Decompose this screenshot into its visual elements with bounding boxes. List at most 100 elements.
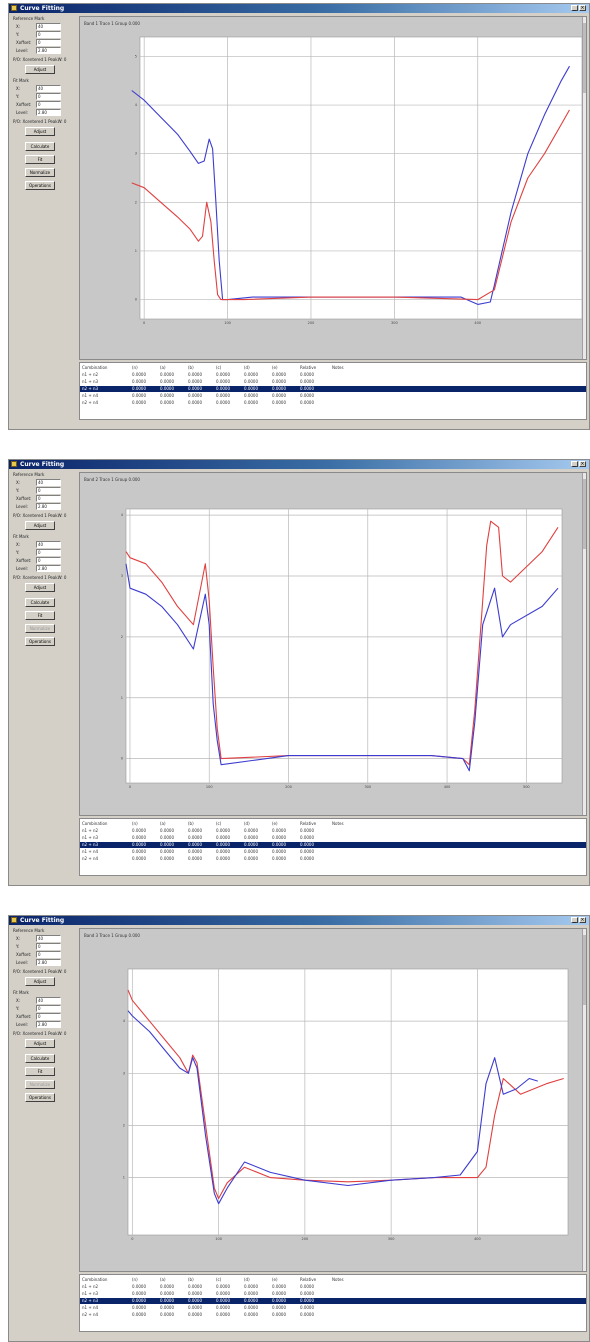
field-input[interactable]: 40 [36, 85, 61, 92]
adjust-button[interactable]: Adjust [25, 977, 55, 986]
calculate-button[interactable]: Calculate [25, 142, 55, 151]
table-row[interactable]: n2 + n4 0.0000 0.0000 0.0000 0.0000 0.0000 0.0… [80, 1312, 586, 1318]
title-bar: Curve Fitting _ × [9, 916, 589, 925]
field-input[interactable]: 0 [36, 487, 61, 494]
operations-button[interactable]: Operations [25, 181, 55, 190]
table-cell: 0.0000 [216, 849, 230, 854]
field-input[interactable]: 0 [36, 495, 61, 502]
adjust-button[interactable]: Adjust [25, 65, 55, 74]
field-input[interactable]: 0 [36, 943, 61, 950]
close-icon[interactable]: × [579, 461, 586, 467]
adjust-button[interactable]: Adjust [25, 583, 55, 592]
table-row[interactable]: n1 + n4 0.0000 0.0000 0.0000 0.0000 0.0000 0.0… [80, 1305, 586, 1311]
scroll-thumb[interactable] [583, 479, 586, 549]
field-input[interactable]: 40 [36, 479, 61, 486]
table-cell: (n) [132, 365, 138, 370]
field-input[interactable]: 0 [36, 39, 61, 46]
field-input[interactable]: 0 [36, 951, 61, 958]
normalize-button[interactable]: Normalize [25, 168, 55, 177]
table-cell: 0.0000 [244, 835, 258, 840]
table-cell: n1 + n3 [82, 379, 99, 384]
adjust-button[interactable]: Adjust [25, 521, 55, 530]
calculate-button[interactable]: Calculate [25, 598, 55, 607]
field-label: Level: [16, 504, 28, 509]
table-cell: 0.0000 [216, 1312, 230, 1317]
window-controls: _ × [571, 461, 586, 467]
field-input[interactable]: 40 [36, 23, 61, 30]
table-row[interactable]: n1 + n3 0.0000 0.0000 0.0000 0.0000 0.0000 0.0… [80, 379, 586, 385]
table-row[interactable]: n2 + n3 0.0000 0.0000 0.0000 0.0000 0.0000 0.0… [80, 842, 586, 848]
adjust-button[interactable]: Adjust [25, 127, 55, 136]
field-input[interactable]: 2.80 [36, 47, 61, 54]
minimize-icon[interactable]: _ [571, 461, 578, 467]
field-label: Y: [16, 944, 20, 949]
minimize-icon[interactable]: _ [571, 917, 578, 923]
table-cell: 0.0000 [188, 835, 202, 840]
vertical-scrollbar[interactable] [582, 929, 586, 1271]
vertical-scrollbar[interactable] [582, 473, 586, 815]
field-input[interactable]: 0 [36, 1013, 61, 1020]
field-input[interactable]: 0 [36, 93, 61, 100]
operations-button[interactable]: Operations [25, 1093, 55, 1102]
table-cell [330, 393, 370, 399]
table-cell: 0.0000 [272, 1312, 286, 1317]
table-row[interactable]: n2 + n4 0.0000 0.0000 0.0000 0.0000 0.0000 0.0… [80, 400, 586, 406]
y-tick-label: 4 [123, 1019, 126, 1023]
table-row[interactable]: n2 + n3 0.0000 0.0000 0.0000 0.0000 0.0000 0.0… [80, 386, 586, 392]
field-input[interactable]: 2.80 [36, 109, 61, 116]
minimize-icon[interactable]: _ [571, 5, 578, 11]
table-cell: 0.0000 [300, 849, 314, 854]
operations-button[interactable]: Operations [25, 637, 55, 646]
calculate-button[interactable]: Calculate [25, 1054, 55, 1063]
field-input[interactable]: 40 [36, 541, 61, 548]
table-cell: 0.0000 [160, 1305, 174, 1310]
table-cell: (b) [188, 365, 194, 370]
table-row[interactable]: n1 + n3 0.0000 0.0000 0.0000 0.0000 0.0000 0.0… [80, 1291, 586, 1297]
group-label: Fit Mark [13, 78, 29, 83]
table-row[interactable]: n2 + n4 0.0000 0.0000 0.0000 0.0000 0.0000 0.0… [80, 856, 586, 862]
field-input[interactable]: 0 [36, 557, 61, 564]
table-row[interactable]: n2 + n3 0.0000 0.0000 0.0000 0.0000 0.0000 0.0… [80, 1298, 586, 1304]
fit-button[interactable]: Fit [25, 1067, 55, 1076]
x-tick-label: 400 [474, 1237, 481, 1241]
table-row[interactable]: n1 + n2 0.0000 0.0000 0.0000 0.0000 0.0000 0.0… [80, 372, 586, 378]
field-input[interactable]: 0 [36, 1005, 61, 1012]
table-cell: 0.0000 [300, 379, 314, 384]
y-tick-label: 1 [123, 1176, 125, 1180]
field-input[interactable]: 0 [36, 101, 61, 108]
table-row[interactable]: n1 + n3 0.0000 0.0000 0.0000 0.0000 0.0000 0.0… [80, 835, 586, 841]
table-row[interactable]: n1 + n2 0.0000 0.0000 0.0000 0.0000 0.0000 0.0… [80, 828, 586, 834]
close-icon[interactable]: × [579, 917, 586, 923]
vertical-scrollbar[interactable] [582, 17, 586, 359]
field-input[interactable]: 40 [36, 935, 61, 942]
control-sidebar: Reference Mark X: 40 Y: 0 Xoffset: 0 Level: 2.80… [11, 16, 77, 424]
field-label: Y: [16, 550, 20, 555]
app-icon [11, 917, 17, 923]
control-sidebar: Reference Mark X: 40 Y: 0 Xoffset: 0 Level: 2.80… [11, 928, 77, 1336]
table-row[interactable]: n1 + n4 0.0000 0.0000 0.0000 0.0000 0.0000 0.0… [80, 849, 586, 855]
table-cell: 0.0000 [188, 372, 202, 377]
field-input[interactable]: 2.80 [36, 565, 61, 572]
field-input[interactable]: 0 [36, 31, 61, 38]
table-row[interactable]: n1 + n2 0.0000 0.0000 0.0000 0.0000 0.0000 0.0… [80, 1284, 586, 1290]
scroll-thumb[interactable] [583, 23, 586, 93]
adjust-button[interactable]: Adjust [25, 1039, 55, 1048]
scroll-thumb[interactable] [583, 935, 586, 1005]
fit-button[interactable]: Fit [25, 155, 55, 164]
field-input[interactable]: 0 [36, 549, 61, 556]
table-cell: 0.0000 [188, 828, 202, 833]
field-input[interactable]: 2.80 [36, 959, 61, 966]
close-icon[interactable]: × [579, 5, 586, 11]
y-tick-label: 4 [135, 103, 138, 107]
field-input[interactable]: 40 [36, 997, 61, 1004]
field-row: Level: 2.80 [16, 565, 78, 572]
table-row[interactable]: n1 + n4 0.0000 0.0000 0.0000 0.0000 0.0000 0.0… [80, 393, 586, 399]
table-cell: 0.0000 [300, 386, 314, 391]
table-cell: (e) [272, 365, 278, 370]
field-input[interactable]: 2.80 [36, 1021, 61, 1028]
field-input[interactable]: 2.80 [36, 503, 61, 510]
line-chart: 0 100 200 300 400 0 1 2 3 4 5 [131, 36, 583, 325]
fit-button[interactable]: Fit [25, 611, 55, 620]
control-sidebar: Reference Mark X: 40 Y: 0 Xoffset: 0 Level: 2.80… [11, 472, 77, 880]
table-cell: 0.0000 [216, 1305, 230, 1310]
